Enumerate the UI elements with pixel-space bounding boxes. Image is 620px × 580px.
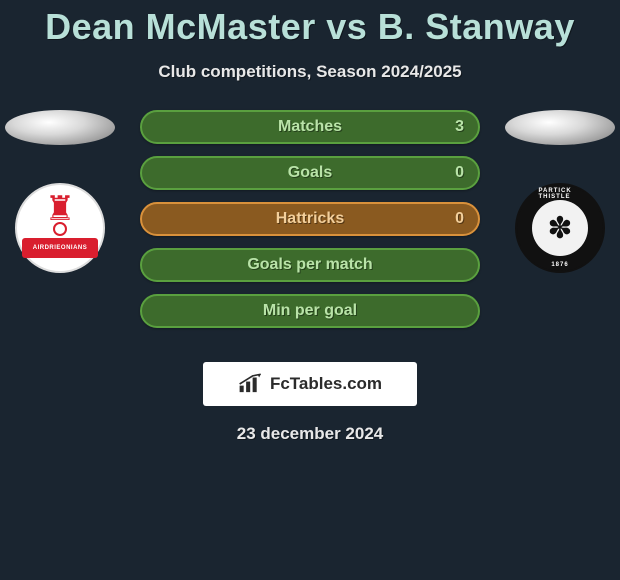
stat-bars: Matches3Goals0Hattricks0Goals per matchM… (140, 110, 480, 340)
stat-bar: Goals0 (140, 156, 480, 190)
brand-text: FcTables.com (270, 374, 382, 394)
player-left-column: ♜ AIRDRIEONIANS (0, 110, 120, 273)
stat-value-right: 3 (455, 118, 464, 136)
stat-bar: Min per goal (140, 294, 480, 328)
stat-label: Goals per match (142, 256, 478, 274)
stat-bar: Matches3 (140, 110, 480, 144)
comparison-panel: ♜ AIRDRIEONIANS PARTICK THISTLE ✽ 1876 M… (0, 110, 620, 350)
team-left-banner: AIRDRIEONIANS (22, 238, 98, 258)
team-right-arc-bottom: 1876 (551, 262, 568, 268)
stat-label: Hattricks (142, 210, 478, 228)
player-right-column: PARTICK THISTLE ✽ 1876 (500, 110, 620, 273)
stat-label: Goals (142, 164, 478, 182)
stat-bar: Goals per match (140, 248, 480, 282)
subtitle: Club competitions, Season 2024/2025 (0, 62, 620, 82)
stat-bar: Hattricks0 (140, 202, 480, 236)
stat-value-right: 0 (455, 164, 464, 182)
player-right-avatar-placeholder (505, 110, 615, 145)
rooster-icon: ♜ (45, 192, 75, 226)
stat-label: Min per goal (142, 302, 478, 320)
ball-icon (53, 222, 67, 236)
team-right-badge: PARTICK THISTLE ✽ 1876 (515, 183, 605, 273)
brand-box[interactable]: FcTables.com (203, 362, 417, 406)
snapshot-date: 23 december 2024 (0, 424, 620, 444)
stat-value-right: 0 (455, 210, 464, 228)
page-title: Dean McMaster vs B. Stanway (0, 0, 620, 48)
team-right-arc-top: PARTICK THISTLE (539, 188, 582, 200)
chart-icon (238, 373, 264, 395)
team-left-badge: ♜ AIRDRIEONIANS (15, 183, 105, 273)
stat-label: Matches (142, 118, 478, 136)
player-left-avatar-placeholder (5, 110, 115, 145)
thistle-icon: ✽ (532, 200, 588, 256)
